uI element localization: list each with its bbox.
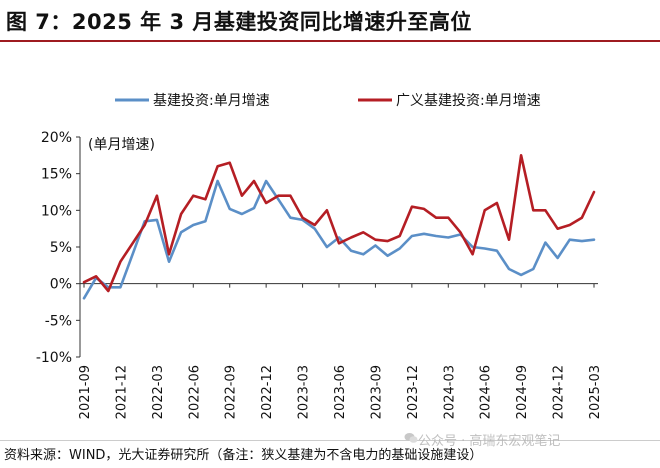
legend-label-1: 基建投资:单月增速	[153, 92, 270, 109]
x-tick-label: 2021-12	[114, 365, 129, 419]
x-tick-label: 2022-03	[151, 365, 166, 419]
y-tick-label: -5%	[45, 313, 72, 329]
y-unit-label: (单月增速)	[88, 137, 155, 153]
x-tick-label: 2024-12	[552, 365, 567, 419]
series-line-1	[82, 179, 596, 300]
figure-title: 图 7：2025 年 3 月基建投资同比增速升至高位	[6, 10, 472, 34]
x-tick-label: 2023-06	[333, 365, 348, 419]
watermark-text: 公众号 · 高瑞东宏观笔记	[418, 434, 561, 449]
title-bar: 图 7：2025 年 3 月基建投资同比增速升至高位	[0, 0, 660, 42]
x-tick-label: 2024-03	[442, 365, 457, 419]
legend-label-2: 广义基建投资:单月增速	[396, 92, 541, 109]
x-tick-label: 2023-09	[369, 365, 384, 419]
source-note: 资料来源：WIND，光大证券研究所（备注：狭义基建为不含电力的基础设施建设）	[4, 448, 483, 463]
x-tick-label: 2022-12	[260, 365, 275, 419]
x-tick-label: 2022-06	[187, 365, 202, 419]
footer-divider	[0, 440, 660, 441]
series-line-2	[82, 154, 596, 293]
x-tick-label: 2023-03	[297, 365, 312, 419]
y-tick-label: 10%	[41, 203, 72, 219]
y-tick-label: 0%	[50, 277, 72, 293]
y-tick-label: 5%	[50, 240, 72, 256]
x-tick-label: 2024-06	[479, 365, 494, 419]
x-tick-label: 2023-12	[406, 365, 421, 419]
y-tick-label: 15%	[41, 167, 72, 183]
wechat-icon	[404, 433, 418, 443]
x-tick-label: 2021-09	[78, 365, 93, 419]
y-tick-label: -10%	[36, 350, 72, 366]
x-tick-label: 2022-09	[224, 365, 239, 419]
x-tick-label: 2025-03	[588, 365, 603, 419]
line-chart: -10% -5% 0% 5% 10% 15% 20% (单月增速) 2021-09 2021-12…	[36, 92, 603, 419]
y-tick-label: 20%	[41, 130, 72, 146]
title-underline	[0, 40, 660, 42]
x-tick-label: 2024-09	[515, 365, 530, 419]
